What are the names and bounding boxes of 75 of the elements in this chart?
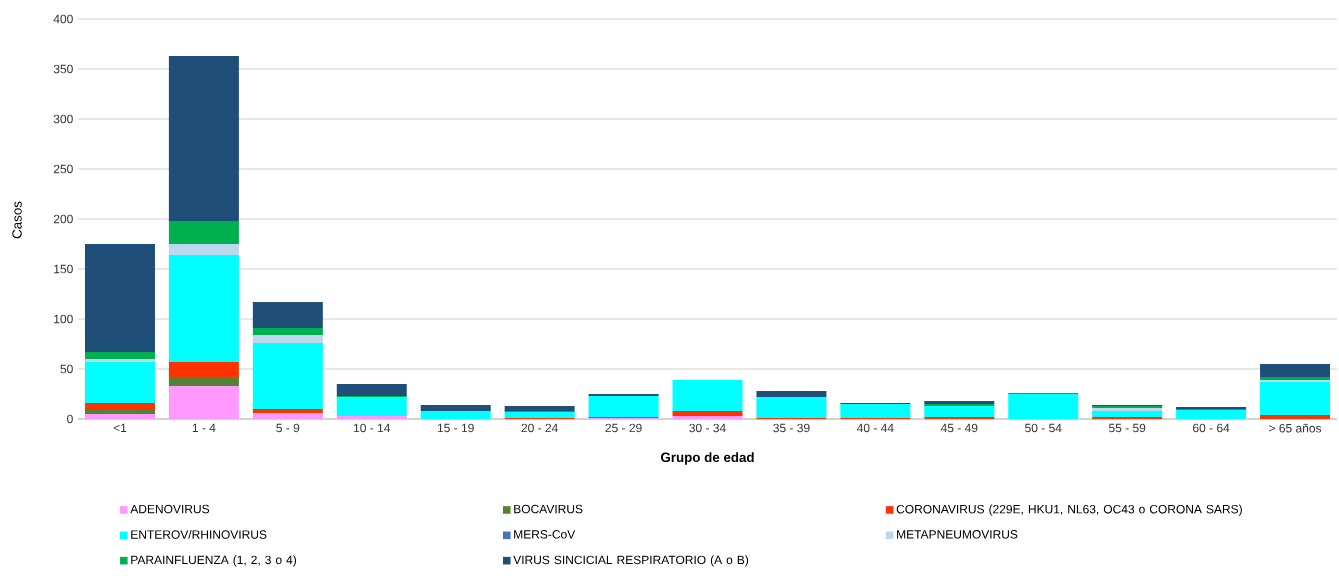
- bar: [1260, 364, 1331, 377]
- x-tick-label: > 65 años: [1269, 423, 1322, 433]
- bar: [1260, 382, 1331, 415]
- bar: [336, 397, 407, 416]
- bar: [84, 409, 155, 414]
- bar: [168, 221, 239, 244]
- bar: [84, 362, 155, 403]
- bar: [336, 384, 407, 396]
- legend-label: METAPNEUMOVIRUS: [897, 530, 1018, 539]
- bar: [420, 411, 491, 419]
- x-tick-label: 1 - 4: [192, 423, 216, 432]
- bar: [1092, 411, 1163, 417]
- bar: [756, 397, 827, 418]
- legend-label: CORONAVIRUS (229E, HKU1, NL63, OC43 o CORONA SARS): [896, 504, 1242, 516]
- bar: [168, 377, 239, 386]
- bar: [924, 406, 995, 417]
- x-tick-label: 60 - 64: [1193, 423, 1230, 433]
- legend-label: ENTEROV/RHINOVIRUS: [131, 529, 267, 539]
- y-tick-label: 400: [53, 14, 73, 24]
- bar: [168, 56, 239, 221]
- x-tick-label: 10 - 14: [354, 423, 391, 433]
- x-tick-label: 55 - 59: [1108, 423, 1146, 433]
- bar: [168, 386, 239, 419]
- y-tick-label: 200: [53, 214, 73, 224]
- x-tick-label: 20 - 24: [521, 423, 558, 433]
- bar: [252, 335, 323, 343]
- legend-label: ADENOVIRUS: [130, 504, 210, 514]
- bar: [672, 380, 743, 411]
- bar: [84, 359, 155, 362]
- x-tick-label: 35 - 39: [773, 423, 810, 433]
- y-tick-label: 100: [54, 314, 73, 324]
- bar: [588, 396, 659, 417]
- bar: [84, 352, 155, 359]
- legend-label: VIRUS SINCICIAL RESPIRATORIO (A o B): [513, 555, 749, 567]
- bar: [84, 403, 155, 409]
- y-tick-label: 50: [60, 364, 73, 374]
- bar: [168, 362, 239, 377]
- bar: [84, 244, 155, 352]
- x-tick-label: 40 - 44: [856, 423, 894, 433]
- x-tick-label: 50 - 54: [1025, 423, 1062, 433]
- bar: [336, 416, 407, 419]
- bar: [1260, 415, 1331, 419]
- bar: [672, 416, 743, 419]
- y-tick-label: 150: [54, 264, 73, 274]
- bar: [84, 414, 155, 419]
- bar: [756, 391, 827, 397]
- x-tick-label: 25 - 29: [605, 423, 642, 433]
- y-tick-label: 250: [53, 164, 73, 174]
- x-tick-label: <1: [113, 423, 127, 432]
- bar: [840, 404, 911, 418]
- bar: [168, 244, 239, 255]
- y-tick-label: 0: [67, 414, 73, 424]
- bar: [252, 302, 323, 328]
- bar: [252, 328, 323, 335]
- x-axis-title: Grupo de edad: [661, 452, 754, 465]
- y-tick-label: 300: [53, 114, 73, 124]
- legend-label: BOCAVIRUS: [514, 504, 583, 514]
- x-tick-label: 5 - 9: [276, 423, 300, 433]
- x-tick-label: 15 - 19: [437, 423, 474, 433]
- bar: [252, 413, 323, 419]
- x-tick-label: 30 - 34: [689, 423, 726, 433]
- bar: [252, 343, 323, 409]
- bar: [252, 409, 323, 413]
- bar: [504, 412, 575, 418]
- y-axis-title: Casos: [12, 201, 22, 239]
- legend-label: PARAINFLUENZA (1, 2, 3 o 4): [131, 555, 297, 567]
- bar: [420, 405, 491, 411]
- y-tick-label: 350: [53, 64, 73, 74]
- bar: [1008, 394, 1079, 419]
- bar: [168, 255, 239, 362]
- x-tick-label: 45 - 49: [940, 423, 978, 433]
- legend-label: MERS-CoV: [514, 530, 576, 539]
- bar: [504, 406, 575, 411]
- bar: [672, 411, 743, 416]
- bar: [1176, 410, 1247, 419]
